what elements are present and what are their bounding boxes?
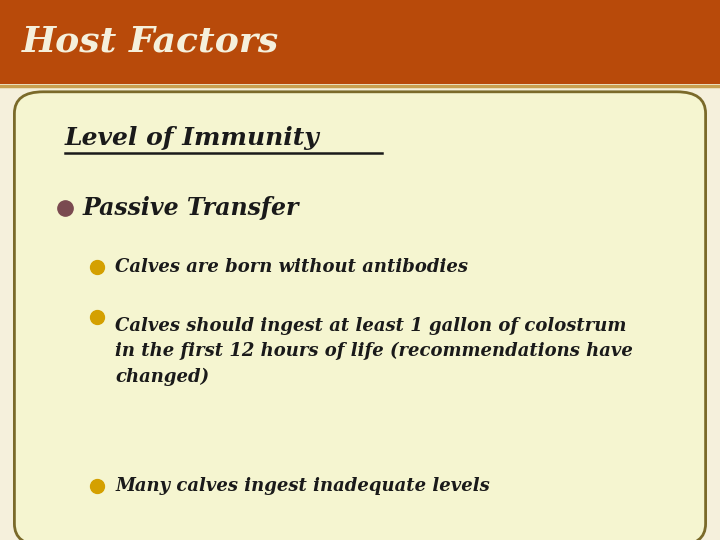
Text: Many calves ingest inadequate levels: Many calves ingest inadequate levels xyxy=(115,477,490,495)
Text: Host Factors: Host Factors xyxy=(22,25,279,59)
Text: Level of Immunity: Level of Immunity xyxy=(65,126,320,150)
Text: Passive Transfer: Passive Transfer xyxy=(83,196,300,220)
FancyBboxPatch shape xyxy=(0,0,720,84)
Text: Calves are born without antibodies: Calves are born without antibodies xyxy=(115,258,468,276)
FancyBboxPatch shape xyxy=(14,92,706,540)
Text: Calves should ingest at least 1 gallon of colostrum
in the first 12 hours of lif: Calves should ingest at least 1 gallon o… xyxy=(115,317,633,386)
